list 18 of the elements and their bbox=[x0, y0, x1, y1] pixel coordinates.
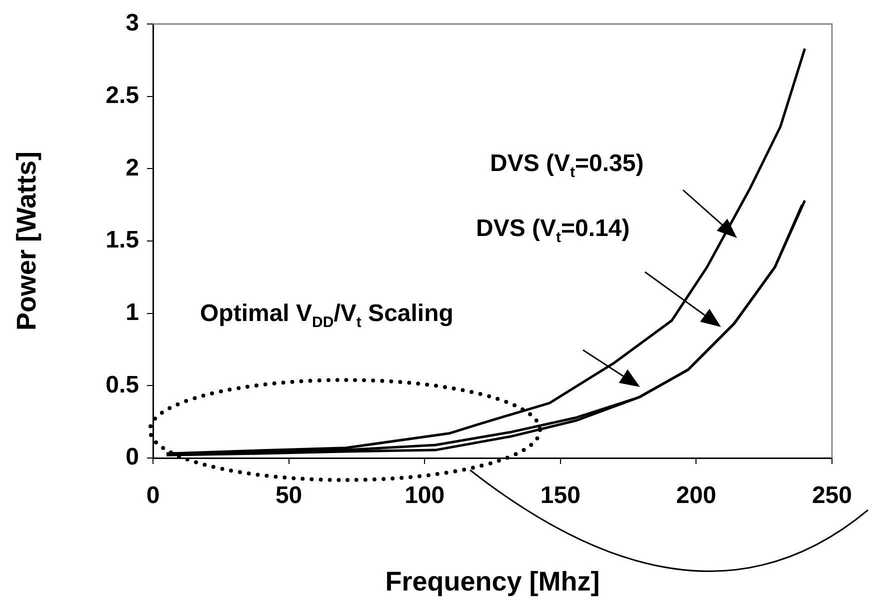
x-tick-label: 250 bbox=[812, 482, 852, 510]
x-tick-label: 200 bbox=[676, 482, 716, 510]
y-tick-label: 2.5 bbox=[106, 82, 139, 109]
y-tick-label: 1.5 bbox=[106, 226, 139, 254]
x-tick-label: 50 bbox=[275, 482, 302, 510]
y-tick-label: 2 bbox=[126, 154, 139, 182]
y-tick-label: 1 bbox=[126, 298, 139, 326]
y-axis-title: Power [Watts] bbox=[12, 151, 42, 331]
y-tick-label: 0 bbox=[126, 444, 139, 471]
x-tick-label: 0 bbox=[146, 482, 160, 510]
y-tick-label: 0.5 bbox=[106, 371, 139, 398]
y-tick-label: 3 bbox=[126, 10, 139, 37]
annotation: Optimal V$_{DD}$/V$_{t}$ Scaling bbox=[200, 300, 454, 331]
x-tick-label: 150 bbox=[540, 482, 580, 510]
annotation: DVS (V$_{t}$=0.35) bbox=[490, 150, 644, 181]
x-tick-label: 100 bbox=[404, 482, 445, 510]
annotation: DVS (V$_{t}$=0.14) bbox=[476, 215, 630, 246]
x-axis-title: Frequency [Mhz] bbox=[385, 566, 600, 596]
